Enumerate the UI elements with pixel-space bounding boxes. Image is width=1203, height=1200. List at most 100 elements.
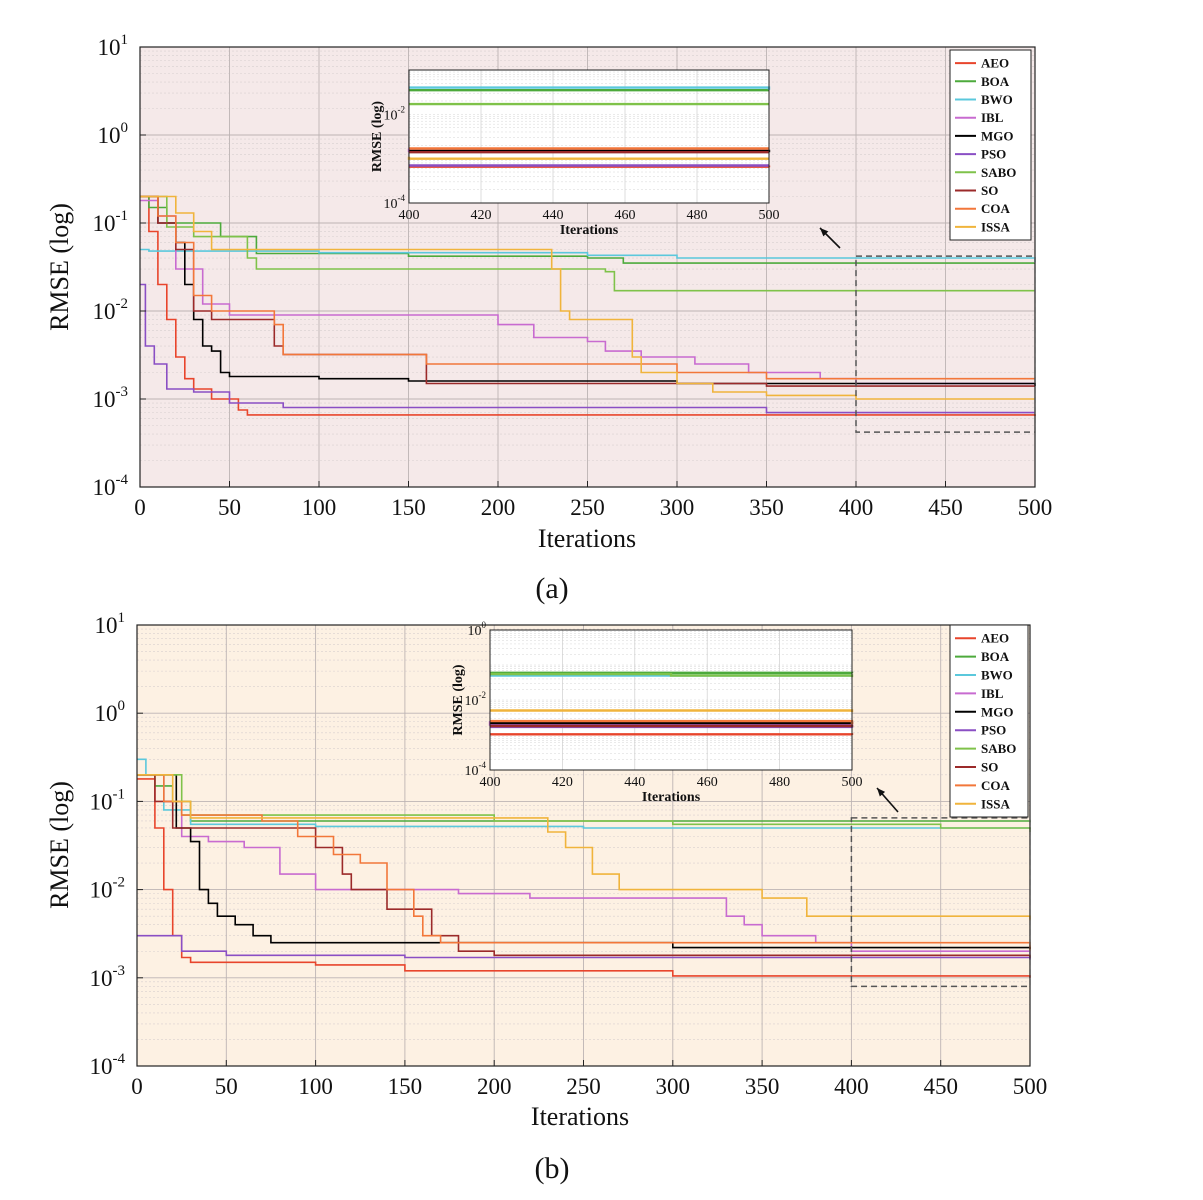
- y-tick-label: 10-4: [93, 472, 129, 500]
- inset-plot: 400 420 440 460 480 50010010-210-4IterationsR…: [451, 620, 863, 805]
- inset-background: [409, 70, 769, 203]
- inset-x-tick-label: 440: [624, 775, 645, 790]
- legend-label: COA: [981, 778, 1011, 793]
- inset-y-tick-base: 10: [465, 764, 479, 779]
- series-group: [137, 758, 1031, 978]
- y-tick-label: 10-1: [93, 208, 129, 236]
- inset-series-line-so: [490, 724, 854, 728]
- y-tick-label: 10-4: [90, 1051, 126, 1079]
- legend-label: PSO: [981, 147, 1006, 162]
- x-tick-label: 250: [570, 495, 605, 520]
- y-tick-label: 101: [95, 610, 126, 638]
- y-tick-exponent: -3: [116, 384, 129, 400]
- y-axis-label: RMSE (log): [45, 781, 74, 909]
- y-tick-base: 10: [93, 387, 116, 412]
- y-tick-base: 10: [93, 475, 116, 500]
- inset-series-line-aeo: [490, 733, 854, 736]
- inset-plot: 400 420 440 460 480 50010-210-4IterationsRMSE…: [370, 69, 780, 238]
- legend-label: AEO: [981, 56, 1009, 71]
- x-tick-label: 450: [928, 495, 963, 520]
- series-line-pso: [140, 283, 1035, 414]
- inset-x-tick-label: 500: [842, 775, 863, 790]
- inset-x-tick-label: 440: [543, 208, 564, 223]
- inset-x-tick-label: 400: [480, 775, 501, 790]
- legend-label: BWO: [981, 668, 1013, 683]
- inset-series-line-mgo: [490, 721, 854, 725]
- legend-label: BOA: [981, 74, 1010, 89]
- legend: AEO BOA BWO IBL MGO PSO SABO SO COA ISSA: [949, 49, 1032, 241]
- x-tick-label: 400: [834, 1074, 869, 1099]
- legend-label: MGO: [981, 704, 1014, 719]
- inset-y-tick-exponent: -4: [479, 760, 487, 770]
- legend-label: PSO: [981, 723, 1006, 738]
- chart-panel-b: 0 50 100 150 200 250 300 350 400 450 50010110010-1…: [45, 610, 1047, 1185]
- y-tick-exponent: -2: [113, 875, 126, 891]
- x-tick-label: 150: [388, 1074, 423, 1099]
- x-tick-label: 300: [656, 1074, 691, 1099]
- legend: AEO BOA BWO IBL MGO PSO SABO SO COA ISSA: [949, 624, 1029, 818]
- inset-x-tick-label: 420: [552, 775, 573, 790]
- series-group: [140, 195, 1036, 417]
- inset-y-tick-base: 10: [384, 108, 398, 123]
- inset-y-tick-exponent: -4: [398, 193, 406, 203]
- y-tick-exponent: -3: [113, 963, 126, 979]
- y-tick-exponent: -2: [116, 296, 129, 312]
- y-tick-exponent: 1: [121, 32, 129, 48]
- y-tick-label: 10-3: [90, 963, 126, 991]
- y-tick-exponent: -4: [113, 1051, 126, 1067]
- x-tick-label: 350: [745, 1074, 780, 1099]
- inset-x-tick-label: 400: [399, 208, 420, 223]
- inset-y-tick-label: 10-2: [384, 104, 406, 123]
- y-tick-label: 10-2: [93, 296, 129, 324]
- zoom-arrow-head: [820, 228, 829, 237]
- chart-panel-a: 0 50 100 150 200 250 300 350 400 450 50010110010-1…: [45, 32, 1052, 605]
- inset-y-tick-exponent: -2: [479, 690, 487, 700]
- x-tick-label: 500: [1018, 495, 1053, 520]
- y-tick-base: 10: [90, 878, 113, 903]
- legend-label: ISSA: [981, 219, 1011, 234]
- y-tick-base: 10: [98, 123, 121, 148]
- x-tick-label: 400: [839, 495, 874, 520]
- x-tick-label: 100: [298, 1074, 333, 1099]
- legend-label: ISSA: [981, 796, 1011, 811]
- series-line-aeo: [137, 778, 1031, 978]
- x-tick-label: 150: [391, 495, 426, 520]
- y-axis-label: RMSE (log): [45, 203, 74, 331]
- y-tick-base: 10: [90, 966, 113, 991]
- legend-label: MGO: [981, 128, 1014, 143]
- panel-caption: (a): [535, 572, 568, 605]
- x-tick-label: 300: [660, 495, 695, 520]
- inset-y-tick-exponent: -2: [398, 104, 406, 114]
- inset-x-tick-label: 480: [687, 208, 708, 223]
- panel-caption: (b): [535, 1152, 570, 1185]
- legend-label: SO: [981, 183, 998, 198]
- legend-label: BWO: [981, 92, 1013, 107]
- y-tick-base: 10: [93, 299, 116, 324]
- inset-y-tick-label: 10-2: [465, 690, 487, 709]
- y-tick-base: 10: [90, 789, 113, 814]
- inset-y-tick-label: 10-4: [465, 760, 487, 779]
- inset-y-tick-label: 10-4: [384, 193, 406, 212]
- inset-y-tick-base: 10: [465, 694, 479, 709]
- y-tick-base: 10: [98, 35, 121, 60]
- series-line-sabo: [140, 195, 1035, 292]
- series-line-bwo: [140, 248, 1036, 262]
- inset-y-tick-base: 10: [468, 624, 482, 639]
- zoom-arrow-head: [877, 788, 886, 797]
- x-tick-label: 50: [218, 495, 241, 520]
- x-tick-label: 250: [566, 1074, 601, 1099]
- legend-label: SABO: [981, 165, 1016, 180]
- inset-x-axis-label: Iterations: [560, 223, 619, 238]
- series-line-coa: [140, 195, 1035, 380]
- y-tick-label: 10-2: [90, 875, 126, 903]
- y-tick-label: 100: [98, 120, 129, 148]
- inset-frame: [408, 69, 770, 204]
- inset-y-axis-label: RMSE (log): [451, 664, 466, 736]
- x-tick-label: 500: [1013, 1074, 1048, 1099]
- inset-y-tick-label: 100: [468, 620, 487, 639]
- legend-label: BOA: [981, 649, 1010, 664]
- x-axis-label: Iterations: [538, 524, 636, 553]
- y-tick-label: 10-1: [90, 786, 126, 814]
- legend-label: SABO: [981, 741, 1016, 756]
